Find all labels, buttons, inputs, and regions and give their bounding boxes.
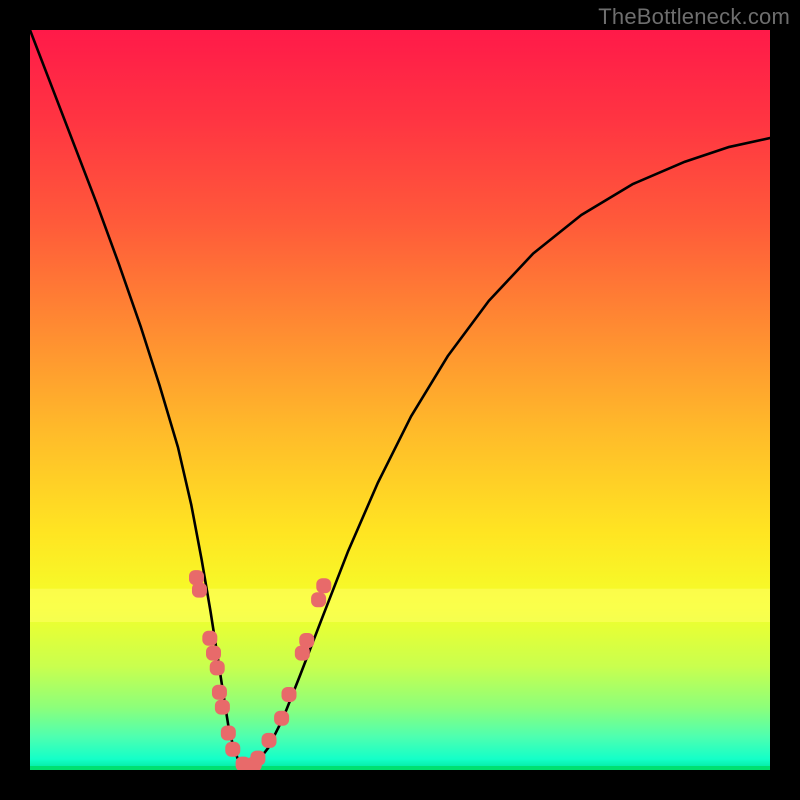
chart-frame: TheBottleneck.com [0, 0, 800, 800]
plot-area [30, 30, 770, 770]
chart-svg [30, 30, 770, 770]
watermark-text: TheBottleneck.com [598, 4, 790, 30]
